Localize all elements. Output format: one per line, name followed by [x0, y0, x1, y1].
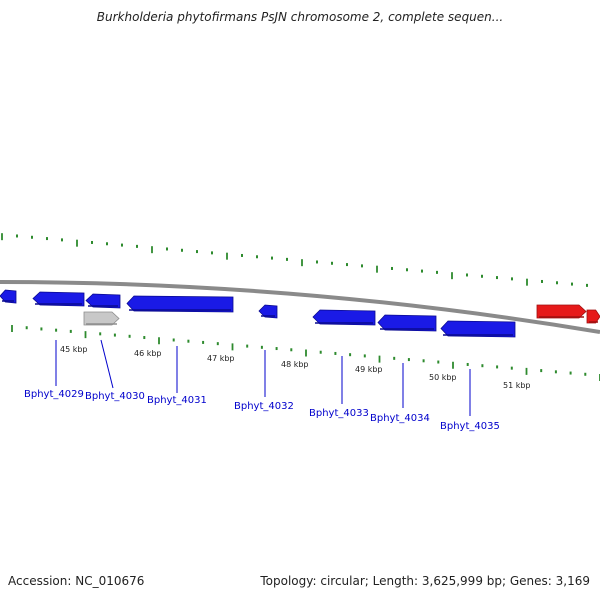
gene-track — [0, 289, 600, 338]
scale-labels: 45 kbp 46 kbp 47 kbp 48 kbp 49 kbp 50 kbp 51 k… — [60, 345, 531, 390]
gene-4034-label[interactable]: Bphyt_4034 — [370, 413, 430, 424]
chromosome-backbone — [0, 280, 600, 334]
gene-4030-b-arrow[interactable] — [83, 311, 120, 326]
scale-label: 50 kbp — [429, 373, 457, 382]
gene-right-2-arrow[interactable] — [586, 309, 600, 324]
scale-label: 51 kbp — [503, 381, 531, 390]
gene-4032-label[interactable]: Bphyt_4032 — [234, 401, 294, 412]
scale-label: 45 kbp — [60, 345, 88, 354]
scale-label: 48 kbp — [281, 360, 309, 369]
gene-4030-a-label[interactable]: Bphyt_4030 — [85, 391, 145, 402]
gene-4033-label[interactable]: Bphyt_4033 — [309, 408, 369, 419]
lower-tick-track — [11, 325, 600, 381]
gene-4030-a-leader — [100, 339, 114, 389]
gene-4029-label[interactable]: Bphyt_4029 — [24, 389, 84, 400]
gene-4031-label[interactable]: Bphyt_4031 — [147, 395, 207, 406]
scale-label: 49 kbp — [355, 365, 383, 374]
gene-4035-label[interactable]: Bphyt_4035 — [440, 421, 500, 432]
scale-label: 47 kbp — [207, 354, 235, 363]
map-title: Burkholderia phytofirmans PsJN chromosom… — [96, 10, 504, 24]
gene-right-1-arrow[interactable] — [536, 304, 587, 319]
gene-labels: Bphyt_4029 Bphyt_4030 Bphyt_4031 Bphyt_4032… — [24, 339, 500, 432]
upper-tick-track — [1, 233, 588, 287]
scale-label: 46 kbp — [134, 349, 162, 358]
topology-info: Topology: circular; Length: 3,625,999 bp… — [260, 574, 590, 588]
accession-text: Accession: NC_010676 — [8, 574, 145, 588]
